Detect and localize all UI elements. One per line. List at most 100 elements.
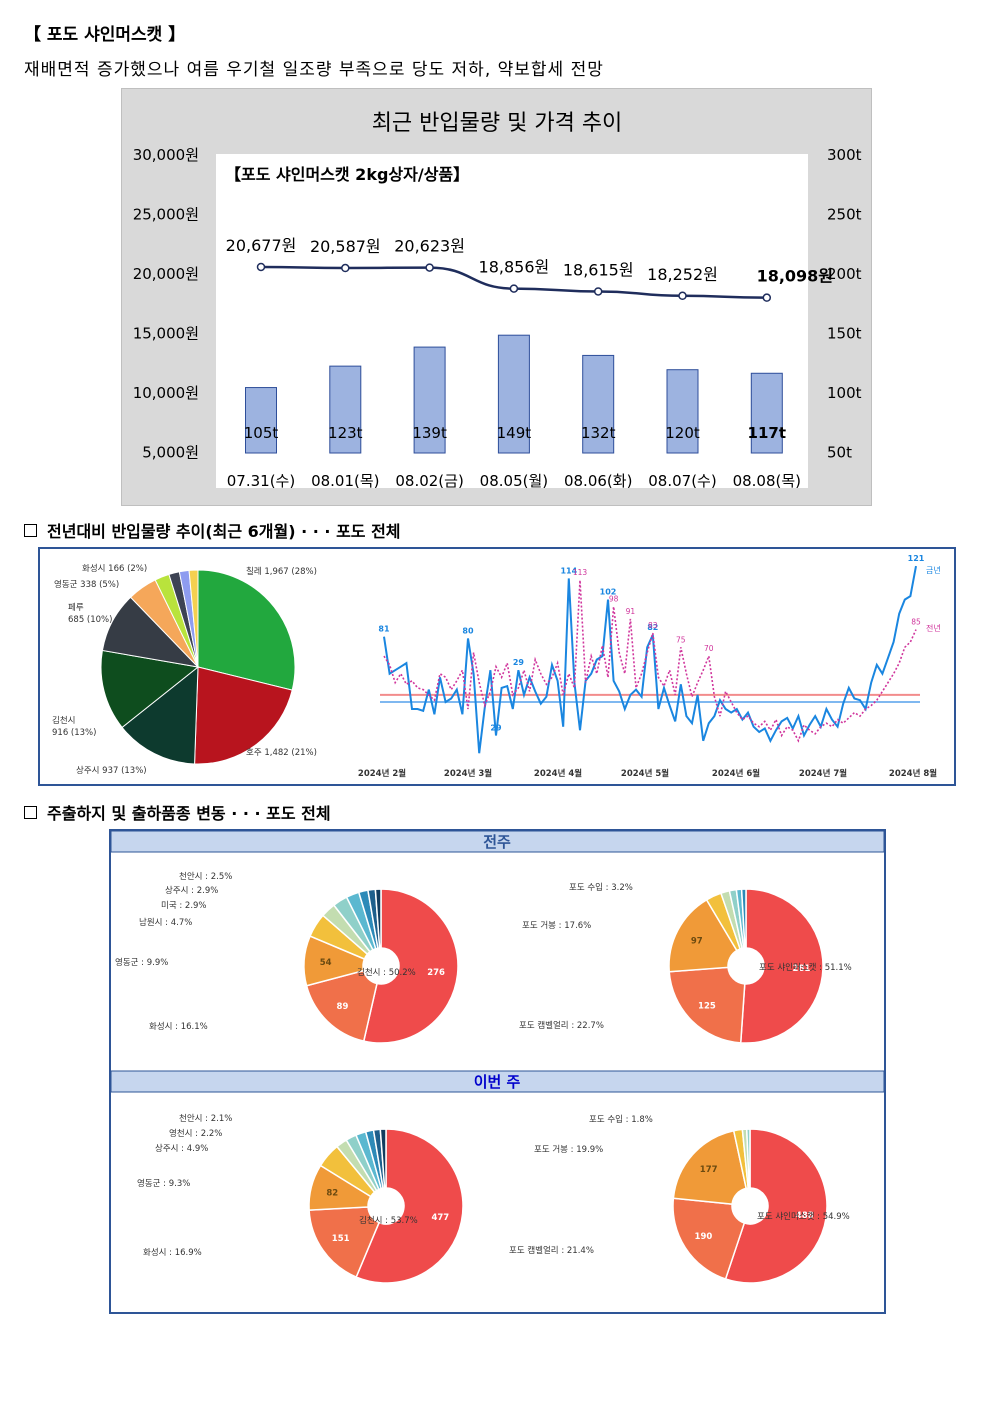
price-label: 18,615원 <box>563 260 634 279</box>
trend-point-label: 85 <box>911 618 921 627</box>
volume-label: 132t <box>581 424 616 442</box>
donut-value-label: 82 <box>326 1188 338 1198</box>
donut-label: 포도 캠벨얼리 : 22.7% <box>519 1020 604 1031</box>
price-point <box>762 293 772 302</box>
category-label: 07.31(수) <box>227 472 295 490</box>
category-label: 08.01(목) <box>311 472 379 490</box>
pie-label: 상주시 937 (13%) <box>76 765 147 776</box>
price-point <box>509 284 519 293</box>
shipping-panel: 전주 이번 주 276 89 54 김천시 : 50.2% 화성시 : 16.1% 영동군… <box>109 829 886 1314</box>
right-axis-tick: 200t <box>827 265 862 283</box>
trend-point-label: 91 <box>626 607 636 616</box>
donut-label: 미국 : 2.9% <box>161 901 207 911</box>
donut-label: 포도 거봉 : 19.9% <box>534 1145 603 1155</box>
trend-point-label: 82 <box>647 623 658 632</box>
trend-point-label: 81 <box>378 625 390 634</box>
legend-this-year: 금년 <box>926 565 941 575</box>
donut-value-label: 125 <box>698 1001 716 1011</box>
donut-slice <box>740 888 747 949</box>
price-point <box>256 262 266 272</box>
donut-slice <box>308 1206 381 1278</box>
donut-value-label: 488 <box>796 1211 814 1221</box>
volume-label: 120t <box>665 424 700 442</box>
volume-bar <box>750 372 783 454</box>
page-heading: 【 포도 샤인머스캣 】 <box>24 25 186 45</box>
donut-label: 김천시 : 50.2% <box>357 967 416 978</box>
trend-x-tick: 2024년 4월 <box>534 768 582 779</box>
donut-value-label: 477 <box>431 1213 449 1223</box>
pie-label: 칠레 1,967 (28%) <box>246 567 317 577</box>
donut-slice <box>739 888 824 1044</box>
price-label: 18,252원 <box>647 265 718 284</box>
donut-label: 천안시 : 2.1% <box>179 1113 232 1124</box>
donut-slice <box>724 1128 828 1284</box>
category-label: 08.02(금) <box>395 472 463 490</box>
category-label: 08.07(수) <box>648 472 716 490</box>
donut-value-label: 89 <box>337 1002 349 1012</box>
donut-slice <box>379 1128 387 1189</box>
trend-x-tick: 2024년 5월 <box>621 768 669 779</box>
price-label: 18,856원 <box>479 258 550 277</box>
pie-slice <box>194 666 293 765</box>
trend-x-tick: 2024년 3월 <box>444 768 492 779</box>
checkbox-icon <box>24 806 37 819</box>
last-year-line <box>383 580 917 743</box>
donut-slice <box>668 966 746 1044</box>
trend-point-label: 80 <box>462 626 474 635</box>
price-label: 18,098원 <box>757 267 833 286</box>
right-axis-tick: 50t <box>827 444 852 462</box>
chart-title: 최근 반입물량 및 가격 추이 <box>372 111 623 136</box>
volume-bar <box>413 346 446 454</box>
chart-inner-label: 【포도 샤인머스캣 2kg상자/상품】 <box>225 165 469 184</box>
trend-point-label: 75 <box>676 635 686 644</box>
trend-point-label: 70 <box>704 644 714 653</box>
pie-label: 페루 <box>68 602 84 613</box>
price-label: 20,677원 <box>226 236 297 255</box>
right-axis-tick: 250t <box>827 206 862 224</box>
pie-slice <box>188 569 199 668</box>
volume-label: 139t <box>412 424 447 442</box>
price-label: 20,623원 <box>394 237 465 256</box>
pie-label: 김천시 <box>52 715 75 726</box>
left-axis-tick: 25,000원 <box>133 206 199 224</box>
donut-slice <box>362 888 459 1044</box>
prev-week-band: 전주 <box>483 833 511 851</box>
right-axis-tick: 100t <box>827 384 862 402</box>
left-axis-tick: 30,000원 <box>133 146 199 164</box>
price-volume-chart: 최근 반입물량 및 가격 추이 【포도 샤인머스캣 2kg상자/상품】 30,0… <box>121 88 872 506</box>
volume-bar <box>329 365 362 454</box>
donut-value-label: 281 <box>793 964 811 974</box>
left-axis-tick: 10,000원 <box>133 384 199 402</box>
donut-slice <box>374 888 382 949</box>
donut-label: 포도 거봉 : 17.6% <box>522 921 591 931</box>
pie-label: 호주 1,482 (21%) <box>246 748 317 758</box>
left-axis-tick: 20,000원 <box>133 265 199 283</box>
price-point <box>341 263 350 273</box>
donut-value-label: 276 <box>427 968 445 978</box>
donut-value-label: 151 <box>332 1234 350 1244</box>
category-label: 08.08(목) <box>733 472 801 490</box>
donut-label: 김천시 : 53.7% <box>359 1215 418 1226</box>
trend-point-label: 102 <box>600 588 617 597</box>
this-year-line <box>383 565 917 754</box>
right-axis-tick: 300t <box>827 146 862 164</box>
trend-x-tick: 2024년 2월 <box>358 768 406 779</box>
donut-slice <box>745 1128 751 1189</box>
left-axis-tick: 15,000원 <box>133 325 199 343</box>
volume-label: 123t <box>328 424 363 442</box>
checkbox-icon <box>24 524 37 537</box>
section-2-title-text: 전년대비 반입물량 추이(최근 6개월) · · · 포도 전체 <box>47 522 401 541</box>
donut-label: 남원시 : 4.7% <box>139 918 192 928</box>
legend-last-year: 전년 <box>926 623 941 633</box>
donut-label: 포도 캠벨얼리 : 21.4% <box>509 1245 594 1256</box>
trend-point-label: 121 <box>908 554 925 563</box>
donut-label: 상주시 : 4.9% <box>155 1143 208 1154</box>
donut-slice <box>672 1129 748 1206</box>
volume-label: 117t <box>748 424 786 442</box>
left-axis-tick: 5,000원 <box>142 444 199 462</box>
volume-bar <box>582 354 615 454</box>
donut-value-label: 97 <box>691 936 703 946</box>
summary-text: 재배면적 증가했으나 여름 우기철 일조량 부족으로 당도 저하, 약보합세 전… <box>24 60 604 80</box>
volume-label: 149t <box>497 424 532 442</box>
yoy-panel: 칠레 1,967 (28%) 호주 1,482 (21%) 상주시 937 (13%… <box>38 547 956 786</box>
